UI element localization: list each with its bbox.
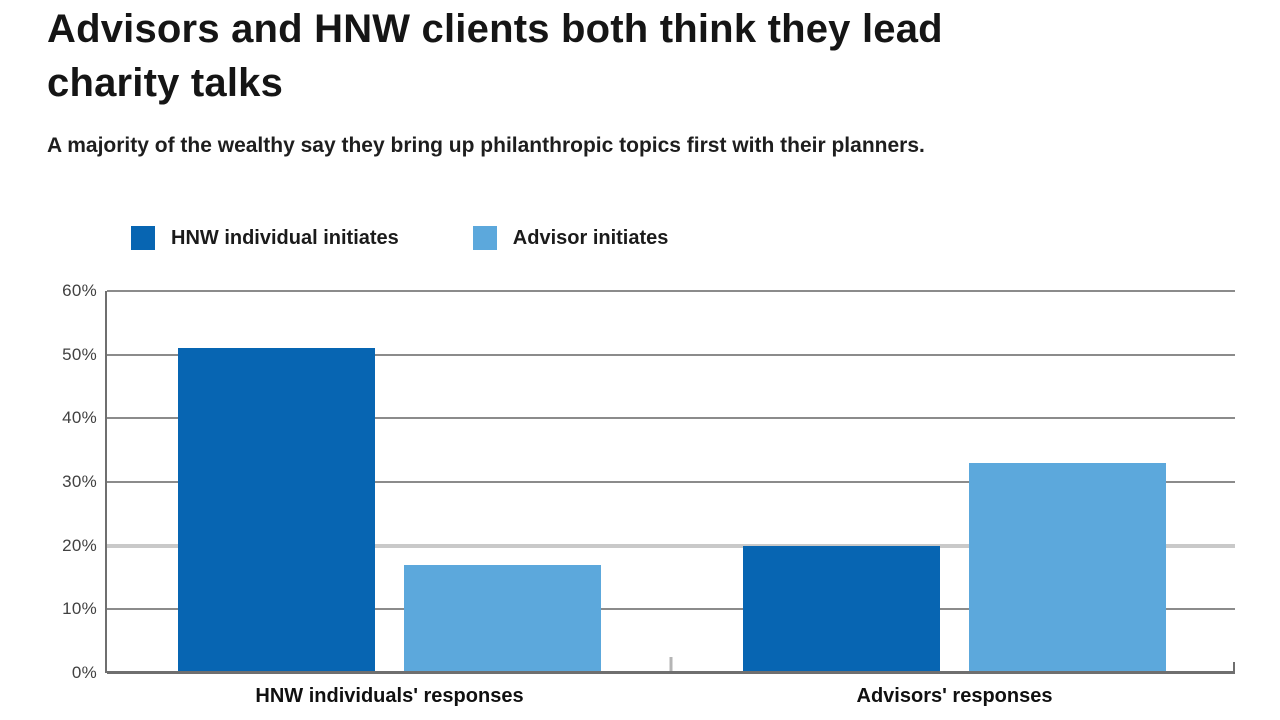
y-tick-label-40pct: 40% [62, 408, 97, 428]
legend-item-advisor-initiates: Advisor initiates [472, 226, 669, 250]
gridline-50pct [107, 353, 1235, 356]
y-tick-label-60pct: 60% [62, 281, 97, 300]
y-tick-label-10pct: 10% [62, 599, 97, 619]
legend-item-hnw-initiates: HNW individual initiates [131, 226, 399, 250]
bar-hnw-responses-advisor-initiates [404, 564, 601, 673]
x-axis-end-tick [1233, 662, 1235, 673]
y-tick-label-50pct: 50% [62, 344, 97, 364]
category-label-hnw-individuals: HNW individuals' responses [255, 685, 524, 707]
chart-subtitle: A majority of the wealthy say they bring… [47, 134, 925, 157]
x-axis-line [107, 671, 1235, 674]
legend-swatch-dark-blue [131, 226, 155, 250]
gridline-10pct [107, 608, 1235, 611]
chart-legend: HNW individual initiates Advisor initiat… [131, 226, 668, 250]
legend-label: HNW individual initiates [171, 226, 399, 249]
bar-hnw-responses-hnw-initiates [178, 348, 375, 673]
category-label-advisors: Advisors' responses [856, 685, 1053, 707]
gridline-30pct [107, 481, 1235, 483]
bar-advisor-responses-hnw-initiates [743, 545, 940, 673]
y-tick-label-20pct: 20% [62, 535, 97, 555]
bar-advisor-responses-advisor-initiates [969, 462, 1166, 673]
gridline-20pct [107, 543, 1235, 548]
legend-label: Advisor initiates [512, 226, 669, 249]
legend-swatch-light-blue [472, 226, 497, 250]
gridline-40pct [107, 417, 1235, 420]
gridline-60pct [107, 290, 1235, 292]
y-tick-label-0pct: 0% [71, 663, 97, 682]
plot-area: 0% 10% 20% 30% 40% 50% 60% HNW individuals' res… [62, 281, 1235, 707]
category-divider-tick [669, 657, 673, 673]
chart-title: Advisors and HNW clients both think they… [47, 7, 943, 105]
y-tick-label-30pct: 30% [62, 472, 97, 491]
